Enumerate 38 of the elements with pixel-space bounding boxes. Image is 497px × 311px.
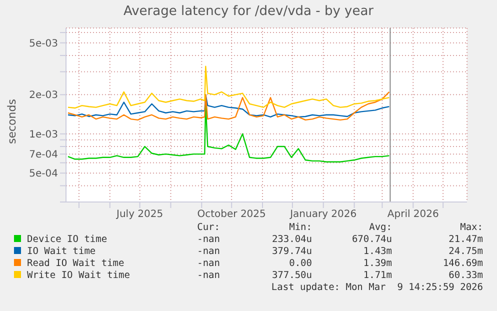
text: 146.69m	[442, 258, 483, 270]
text: 21.47m	[448, 234, 483, 246]
text: Max:	[459, 222, 483, 234]
legend-label: Device IO time	[26, 234, 108, 246]
text: -nan	[196, 234, 220, 246]
text: Avg:	[368, 222, 392, 234]
text: Min:	[288, 222, 312, 234]
text: Last update: Mon Mar 9 14:25:59 2026	[270, 282, 483, 294]
y-axis-title: seconds	[6, 98, 18, 146]
line-series	[67, 103, 390, 162]
y-tick-label: 5e-04	[29, 168, 58, 180]
y-tick-label: 1e-03	[29, 129, 58, 140]
text: 1.39m	[362, 258, 392, 270]
text: Cur:	[196, 222, 220, 234]
y-tick-label: 5e-03	[29, 38, 58, 50]
legend-label: Read IO Wait time	[26, 258, 126, 270]
text: 233.04u	[270, 234, 312, 246]
legend-label: Write IO Wait time	[26, 270, 131, 282]
x-tick-label: January 2026	[289, 209, 357, 220]
text: -nan	[196, 246, 220, 258]
x-tick-label: July 2025	[116, 209, 164, 220]
x-tick-label: October 2025	[197, 209, 266, 220]
y-tick-label: 7e-04	[29, 150, 58, 161]
line-series	[67, 66, 390, 109]
text: 60.33m	[448, 270, 483, 282]
text: 377.50u	[270, 270, 312, 282]
text: 24.75m	[448, 246, 483, 258]
text: 670.74u	[350, 234, 392, 246]
legend-label: IO Wait time	[26, 246, 97, 258]
text: 1.43m	[362, 246, 392, 258]
chart-title: Average latency for /dev/vda - by year	[122, 4, 375, 19]
x-tick-label: April 2026	[387, 209, 439, 220]
text: -nan	[196, 258, 220, 270]
text: 379.74u	[270, 246, 312, 258]
text: 0.00	[288, 258, 312, 270]
y-tick-label: 2e-03	[29, 90, 58, 102]
text: -nan	[196, 270, 220, 282]
text: 1.71m	[362, 270, 392, 282]
